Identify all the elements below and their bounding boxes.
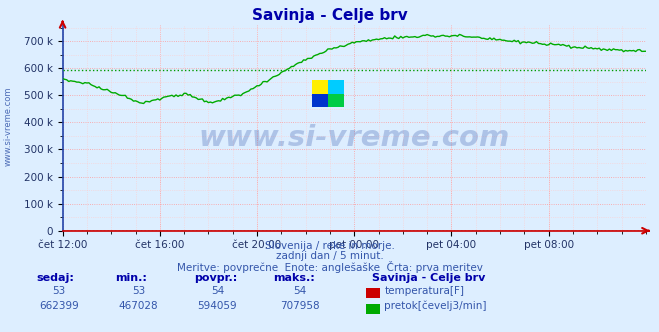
- Text: povpr.:: povpr.:: [194, 273, 238, 283]
- Text: Slovenija / reke in morje.: Slovenija / reke in morje.: [264, 241, 395, 251]
- FancyBboxPatch shape: [312, 94, 328, 107]
- Text: Savinja - Celje brv: Savinja - Celje brv: [372, 273, 486, 283]
- Text: Meritve: povprečne  Enote: anglešaške  Črta: prva meritev: Meritve: povprečne Enote: anglešaške Črt…: [177, 261, 482, 273]
- Text: 594059: 594059: [198, 301, 237, 311]
- Text: 467028: 467028: [119, 301, 158, 311]
- Text: www.si-vreme.com: www.si-vreme.com: [4, 86, 13, 166]
- Text: Savinja - Celje brv: Savinja - Celje brv: [252, 8, 407, 23]
- FancyBboxPatch shape: [312, 80, 328, 94]
- FancyBboxPatch shape: [328, 80, 344, 94]
- Text: zadnji dan / 5 minut.: zadnji dan / 5 minut.: [275, 251, 384, 261]
- Text: 54: 54: [211, 286, 224, 296]
- Text: 707958: 707958: [280, 301, 320, 311]
- Text: 662399: 662399: [40, 301, 79, 311]
- Text: temperatura[F]: temperatura[F]: [384, 286, 464, 296]
- Text: min.:: min.:: [115, 273, 147, 283]
- Text: 53: 53: [132, 286, 145, 296]
- Text: pretok[čevelj3/min]: pretok[čevelj3/min]: [384, 301, 487, 311]
- Text: www.si-vreme.com: www.si-vreme.com: [198, 124, 510, 152]
- Text: 53: 53: [53, 286, 66, 296]
- Text: sedaj:: sedaj:: [36, 273, 74, 283]
- FancyBboxPatch shape: [328, 94, 344, 107]
- Text: 54: 54: [293, 286, 306, 296]
- Text: maks.:: maks.:: [273, 273, 315, 283]
